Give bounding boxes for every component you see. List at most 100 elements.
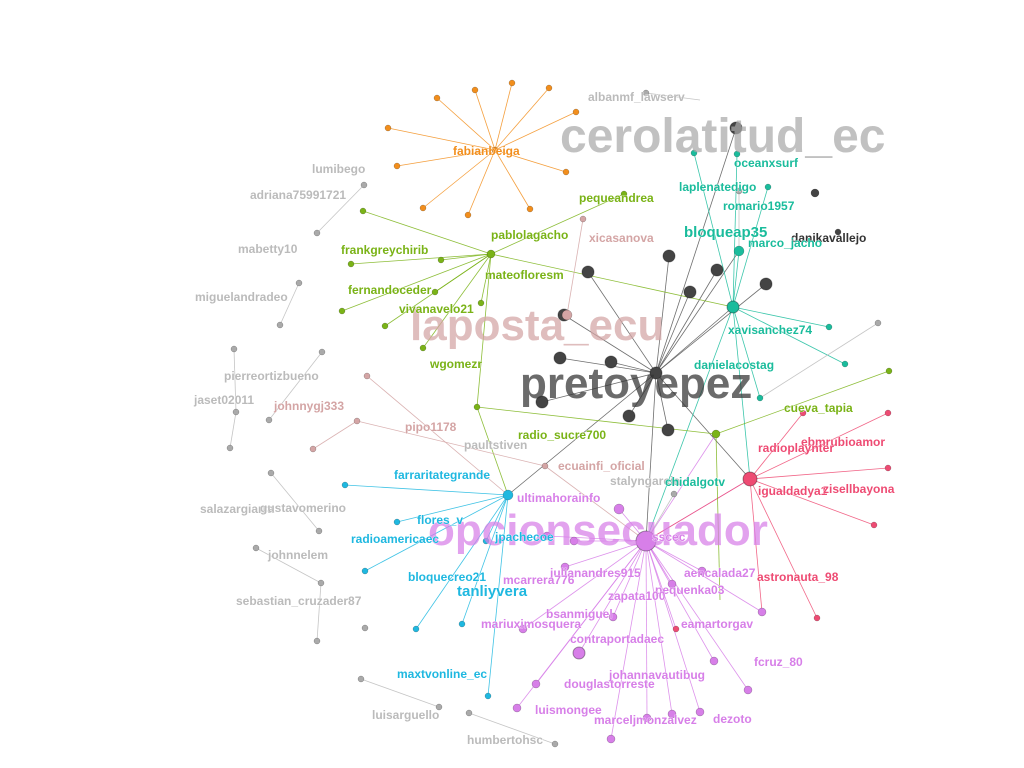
graph-node[interactable] bbox=[885, 367, 893, 375]
graph-node[interactable] bbox=[622, 409, 636, 423]
graph-node[interactable] bbox=[435, 703, 443, 711]
graph-node[interactable] bbox=[313, 229, 321, 237]
graph-node[interactable] bbox=[813, 614, 821, 622]
graph-node[interactable] bbox=[381, 322, 389, 330]
graph-node[interactable] bbox=[711, 429, 721, 439]
graph-node[interactable] bbox=[265, 416, 273, 424]
graph-node[interactable] bbox=[542, 531, 552, 541]
graph-node[interactable] bbox=[604, 355, 618, 369]
graph-node[interactable] bbox=[531, 679, 541, 689]
graph-node[interactable] bbox=[464, 211, 472, 219]
graph-node[interactable] bbox=[360, 181, 368, 189]
graph-node[interactable] bbox=[361, 624, 369, 632]
graph-node[interactable] bbox=[482, 537, 490, 545]
graph-node[interactable] bbox=[683, 285, 697, 299]
graph-node[interactable] bbox=[635, 530, 657, 552]
graph-node[interactable] bbox=[569, 536, 579, 546]
graph-node[interactable] bbox=[579, 215, 587, 223]
graph-node[interactable] bbox=[393, 162, 401, 170]
graph-node[interactable] bbox=[526, 205, 534, 213]
graph-node[interactable] bbox=[729, 121, 743, 135]
graph-node[interactable] bbox=[884, 409, 892, 417]
graph-node[interactable] bbox=[541, 462, 549, 470]
graph-node[interactable] bbox=[419, 204, 427, 212]
graph-node[interactable] bbox=[581, 265, 595, 279]
graph-node[interactable] bbox=[357, 675, 365, 683]
graph-node[interactable] bbox=[491, 146, 499, 154]
graph-node[interactable] bbox=[553, 351, 567, 365]
graph-node[interactable] bbox=[465, 709, 473, 717]
graph-node[interactable] bbox=[759, 277, 773, 291]
graph-node[interactable] bbox=[562, 168, 570, 176]
graph-node[interactable] bbox=[477, 299, 485, 307]
graph-node[interactable] bbox=[572, 108, 580, 116]
graph-node[interactable] bbox=[764, 183, 772, 191]
graph-node[interactable] bbox=[670, 490, 678, 498]
graph-node[interactable] bbox=[545, 84, 553, 92]
graph-node[interactable] bbox=[662, 249, 676, 263]
graph-node[interactable] bbox=[486, 249, 496, 259]
graph-node[interactable] bbox=[295, 279, 303, 287]
graph-node[interactable] bbox=[347, 260, 355, 268]
graph-node[interactable] bbox=[518, 624, 528, 634]
graph-node[interactable] bbox=[551, 740, 559, 748]
graph-node[interactable] bbox=[226, 444, 234, 452]
graph-node[interactable] bbox=[535, 395, 549, 409]
graph-node[interactable] bbox=[606, 734, 616, 744]
graph-node[interactable] bbox=[309, 445, 317, 453]
graph-node[interactable] bbox=[572, 646, 586, 660]
graph-node[interactable] bbox=[649, 366, 663, 380]
graph-node[interactable] bbox=[757, 607, 767, 617]
graph-node[interactable] bbox=[810, 188, 820, 198]
graph-node[interactable] bbox=[743, 685, 753, 695]
graph-node[interactable] bbox=[667, 709, 677, 719]
graph-node[interactable] bbox=[338, 307, 346, 315]
graph-node[interactable] bbox=[884, 464, 892, 472]
graph-node[interactable] bbox=[726, 300, 740, 314]
graph-node[interactable] bbox=[695, 707, 705, 717]
graph-node[interactable] bbox=[341, 481, 349, 489]
graph-node[interactable] bbox=[733, 150, 741, 158]
graph-node[interactable] bbox=[756, 394, 764, 402]
graph-node[interactable] bbox=[661, 423, 675, 437]
graph-node[interactable] bbox=[742, 471, 758, 487]
graph-node[interactable] bbox=[560, 562, 570, 572]
graph-node[interactable] bbox=[433, 94, 441, 102]
graph-node[interactable] bbox=[512, 703, 522, 713]
graph-node[interactable] bbox=[874, 319, 882, 327]
graph-node[interactable] bbox=[431, 288, 439, 296]
graph-node[interactable] bbox=[642, 713, 652, 723]
graph-node[interactable] bbox=[613, 503, 625, 515]
graph-node[interactable] bbox=[458, 620, 466, 628]
graph-node[interactable] bbox=[825, 323, 833, 331]
graph-node[interactable] bbox=[419, 344, 427, 352]
graph-node[interactable] bbox=[315, 527, 323, 535]
graph-node[interactable] bbox=[709, 656, 719, 666]
graph-node[interactable] bbox=[733, 245, 745, 257]
graph-node[interactable] bbox=[267, 469, 275, 477]
graph-node[interactable] bbox=[841, 360, 849, 368]
graph-node[interactable] bbox=[384, 124, 392, 132]
graph-node[interactable] bbox=[412, 625, 420, 633]
graph-node[interactable] bbox=[393, 518, 401, 526]
graph-node[interactable] bbox=[608, 612, 618, 622]
graph-node[interactable] bbox=[642, 89, 650, 97]
graph-node[interactable] bbox=[276, 321, 284, 329]
graph-node[interactable] bbox=[232, 408, 240, 416]
graph-node[interactable] bbox=[437, 256, 445, 264]
graph-node[interactable] bbox=[834, 228, 842, 236]
graph-node[interactable] bbox=[870, 521, 878, 529]
graph-node[interactable] bbox=[317, 579, 325, 587]
graph-node[interactable] bbox=[672, 625, 680, 633]
graph-node[interactable] bbox=[484, 692, 492, 700]
graph-node[interactable] bbox=[735, 187, 743, 195]
graph-node[interactable] bbox=[508, 79, 516, 87]
graph-node[interactable] bbox=[363, 372, 371, 380]
graph-node[interactable] bbox=[313, 637, 321, 645]
graph-node[interactable] bbox=[710, 263, 724, 277]
graph-node[interactable] bbox=[252, 544, 260, 552]
graph-node[interactable] bbox=[318, 348, 326, 356]
graph-node[interactable] bbox=[697, 566, 707, 576]
graph-node[interactable] bbox=[473, 403, 481, 411]
graph-node[interactable] bbox=[620, 190, 628, 198]
